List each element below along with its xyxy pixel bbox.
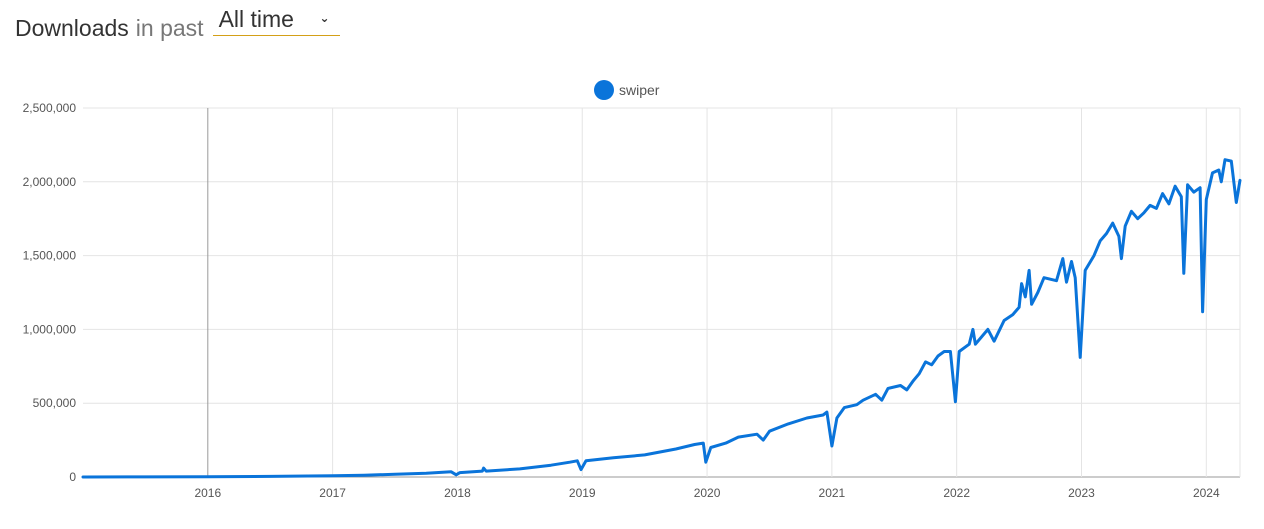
y-tick-label: 1,000,000 — [23, 322, 77, 336]
y-tick-label: 500,000 — [33, 396, 77, 410]
x-tick-label: 2019 — [569, 486, 596, 500]
series-line-swiper — [81, 158, 1242, 479]
y-tick-label: 2,500,000 — [23, 101, 77, 115]
legend-label: swiper — [619, 82, 660, 98]
x-tick-label: 2017 — [319, 486, 346, 500]
downloads-header: Downloads in past All time ⌄ — [15, 4, 340, 41]
x-tick-label: 2022 — [943, 486, 970, 500]
page-subtitle: in past — [135, 15, 204, 41]
page-title: Downloads — [15, 15, 129, 41]
x-tick-label: 2016 — [194, 486, 221, 500]
x-tick-label: 2024 — [1193, 486, 1220, 500]
period-select-value: All time — [218, 6, 294, 32]
x-tick-label: 2021 — [819, 486, 846, 500]
y-tick-label: 1,500,000 — [23, 249, 77, 263]
x-tick-label: 2020 — [694, 486, 721, 500]
x-tick-label: 2018 — [444, 486, 471, 500]
legend-swatch-icon — [594, 80, 614, 100]
x-tick-label: 2023 — [1068, 486, 1095, 500]
chevron-down-icon: ⌄ — [319, 11, 330, 25]
period-select[interactable]: All time ⌄ — [212, 4, 340, 36]
y-tick-label: 2,000,000 — [23, 175, 77, 189]
y-tick-label: 0 — [69, 470, 76, 484]
